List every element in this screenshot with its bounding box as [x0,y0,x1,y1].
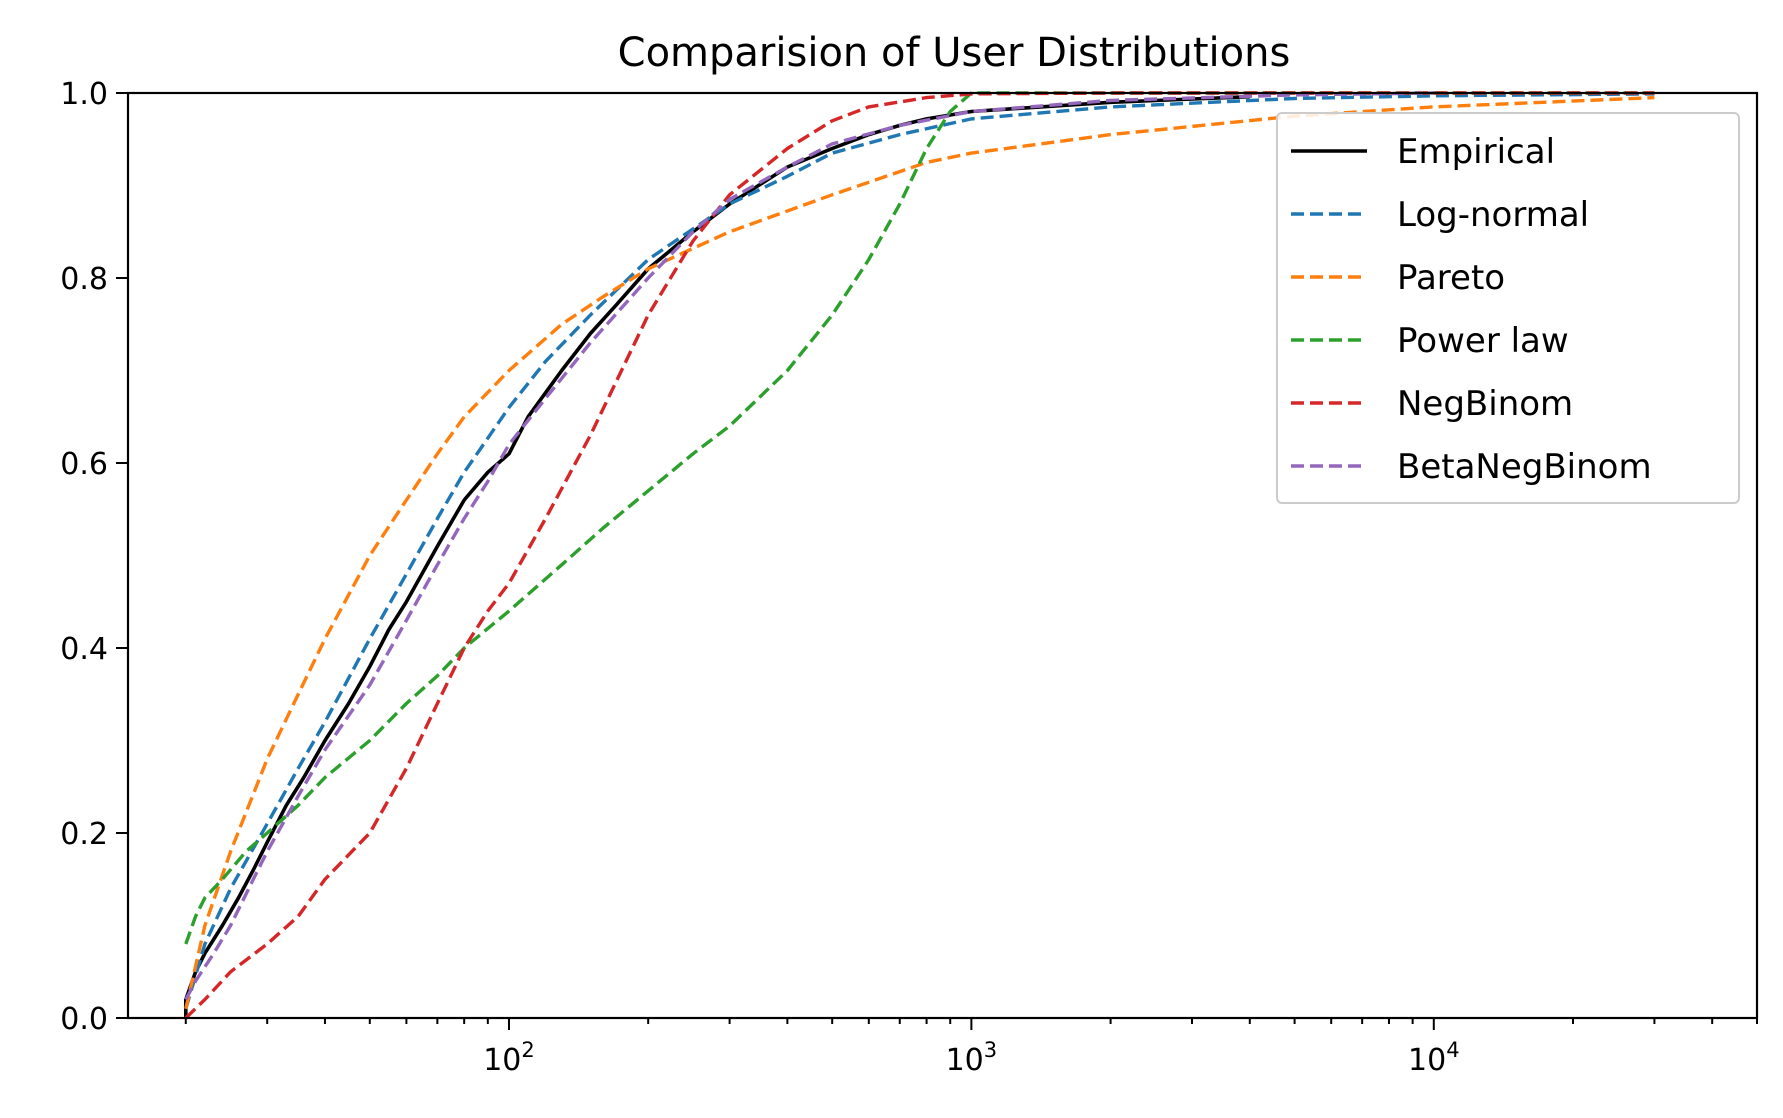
y-tick-label: 0.0 [60,1002,108,1037]
y-tick-label: 0.4 [60,632,108,667]
y-axis: 0.0 0.2 0.4 0.6 0.8 1.0 [60,77,128,1037]
y-tick-label: 0.6 [60,447,108,482]
series-line-negbinom [184,91,1655,1020]
series-line-empirical [184,94,1250,1018]
legend-label: Log-normal [1397,195,1589,235]
y-tick-label: 0.2 [60,817,108,852]
legend: Empirical Log-normal Pareto Power law NegBin… [1276,112,1740,504]
legend-label: NegBinom [1397,384,1573,424]
series-line-betanegbinom [184,91,1434,1001]
legend-label: Power law [1397,321,1569,361]
legend-label: Pareto [1397,258,1505,298]
chart-title: Comparision of User Distributions [618,30,1291,76]
x-tick-label: 103 [946,1038,998,1078]
x-tick-label: 102 [483,1038,535,1078]
series-line-power-law [184,91,1655,945]
legend-label: Empirical [1397,132,1555,172]
axes-frame [126,91,1759,1020]
plot-area [184,91,1655,1020]
legend-box [1276,112,1740,504]
series-line-log-normal [184,92,1655,1010]
legend-label: BetaNegBinom [1397,447,1652,487]
x-tick-label: 104 [1408,1038,1460,1078]
y-tick-label: 0.8 [60,262,108,297]
y-tick-label: 1.0 [60,77,108,112]
x-axis: 102 103 104 [184,1018,1758,1078]
